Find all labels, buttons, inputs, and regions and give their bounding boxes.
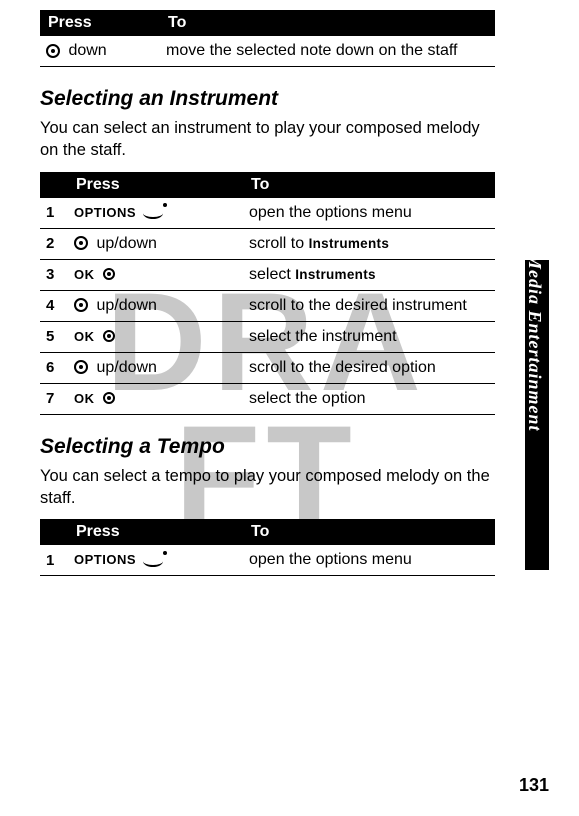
press-cell: OPTIONS [68,545,243,576]
table1-head: Press To [40,10,495,36]
center-key-icon [103,268,115,280]
table1-press-text: down [68,42,106,59]
table-row: 7 OK select the option [40,383,495,414]
table2-h-blank [40,172,68,198]
body-tempo: You can select a tempo to play your comp… [40,465,495,510]
table1-head-row: Press To [40,10,495,36]
ok-label: OK [74,391,95,406]
press-cell: up/down [68,290,243,321]
to-cell: scroll to the desired option [243,352,495,383]
table1-row: down move the selected note down on the … [40,36,495,67]
table1-to-cell: move the selected note down on the staff [160,36,495,67]
table1-h-press: Press [40,10,160,36]
press-cell: up/down [68,352,243,383]
step-num: 5 [40,321,68,352]
body-instrument: You can select an instrument to play you… [40,117,495,162]
center-key-icon [103,330,115,342]
table-instrument-steps: Press To 1 OPTIONS open the options menu… [40,172,495,415]
updown-label: up/down [96,359,157,376]
content: Press To down move the selected note dow… [40,10,495,576]
step-num: 1 [40,545,68,576]
to-cell: scroll to Instruments [243,228,495,259]
to-cell: select Instruments [243,259,495,290]
side-label: Media Entertainment [524,253,545,473]
updown-label: up/down [96,235,157,252]
heading-instrument: Selecting an Instrument [40,87,495,111]
to-pre: select [249,266,295,283]
press-cell: OPTIONS [68,198,243,229]
table1-body: down move the selected note down on the … [40,36,495,67]
table3-h-to: To [243,519,495,545]
dpad-icon [74,236,88,250]
table-row: 4 up/down scroll to the desired instrume… [40,290,495,321]
table-row: 5 OK select the instrument [40,321,495,352]
table3-head: Press To [40,519,495,545]
table-press-down: Press To down move the selected note dow… [40,10,495,67]
heading-tempo: Selecting a Tempo [40,435,495,459]
step-num: 2 [40,228,68,259]
options-label: OPTIONS [74,205,136,220]
softkey-icon [143,553,169,567]
table-row: 6 up/down scroll to the desired option [40,352,495,383]
updown-label: up/down [96,297,157,314]
ok-label: OK [74,267,95,282]
step-num: 6 [40,352,68,383]
table-row: 1 OPTIONS open the options menu [40,198,495,229]
to-cell: select the instrument [243,321,495,352]
to-bold: Instruments [309,236,390,251]
to-cell: open the options menu [243,198,495,229]
to-cell: scroll to the desired instrument [243,290,495,321]
dpad-icon [74,298,88,312]
options-label: OPTIONS [74,552,136,567]
softkey-icon [143,205,169,219]
table-row: 2 up/down scroll to Instruments [40,228,495,259]
table-tempo-steps: Press To 1 OPTIONS open the options menu [40,519,495,576]
table3-h-blank [40,519,68,545]
press-cell: OK [68,321,243,352]
table-row: 3 OK select Instruments [40,259,495,290]
to-bold: Instruments [295,267,376,282]
table3-head-row: Press To [40,519,495,545]
press-cell: up/down [68,228,243,259]
table2-body: 1 OPTIONS open the options menu 2 up/dow… [40,198,495,415]
dpad-icon [46,44,60,58]
table1-h-to: To [160,10,495,36]
table3-body: 1 OPTIONS open the options menu [40,545,495,576]
dpad-icon [74,360,88,374]
step-num: 3 [40,259,68,290]
table2-head: Press To [40,172,495,198]
table3-h-press: Press [68,519,243,545]
to-pre: scroll to [249,235,309,252]
table2-h-press: Press [68,172,243,198]
page: DRA FT Media Entertainment Press To down… [0,0,579,816]
table2-head-row: Press To [40,172,495,198]
step-num: 1 [40,198,68,229]
center-key-icon [103,392,115,404]
step-num: 7 [40,383,68,414]
page-number: 131 [519,775,549,796]
table1-press-cell: down [40,36,160,67]
press-cell: OK [68,259,243,290]
table2-h-to: To [243,172,495,198]
table-row: 1 OPTIONS open the options menu [40,545,495,576]
press-cell: OK [68,383,243,414]
ok-label: OK [74,329,95,344]
step-num: 4 [40,290,68,321]
to-cell: select the option [243,383,495,414]
to-cell: open the options menu [243,545,495,576]
